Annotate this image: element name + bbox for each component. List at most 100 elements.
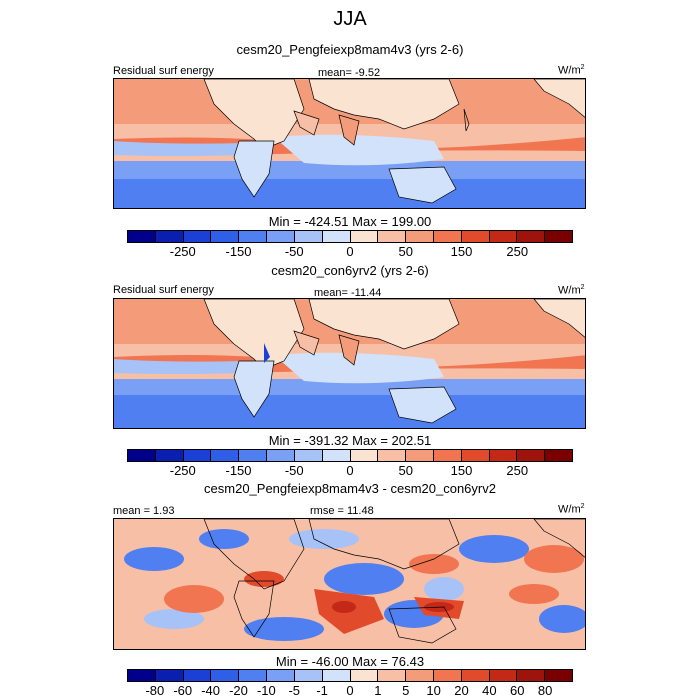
colorbar-swatch [183,231,212,242]
colorbar-swatch [517,231,546,242]
map-panel-3 [113,518,586,650]
panel-3-title: cesm20_Pengfeiexp8mam4v3 - cesm20_con6yr… [204,481,496,496]
colorbar-swatch [155,670,184,681]
panel-3-rmse-label: rmse = 11.48 [310,505,374,517]
panel-1-title: cesm20_Pengfeiexp8mam4v3 (yrs 2-6) [236,42,464,57]
colorbar-swatch [406,670,434,681]
panel-2-units: W/m2 [558,284,585,297]
colorbar-swatch [433,231,462,242]
map-panel-1 [113,78,586,209]
colorbar-tick-label: 250 [506,244,529,259]
colorbar-swatch [350,670,379,681]
colorbar-tick-label: 60 [510,683,525,698]
colorbar-swatch [461,231,490,242]
colorbar-tick-label: -150 [225,463,252,478]
colorbar-swatch [406,450,434,461]
colorbar-tick-label: 150 [450,463,473,478]
colorbar-tick-label: 40 [482,683,497,698]
panel-3-mean-label: mean = 1.93 [113,505,175,517]
panel-2-left-label: Residual surf energy [113,284,214,296]
colorbar-tick-label: -50 [284,244,304,259]
colorbar-tick-label: -5 [288,683,301,698]
colorbar-swatch [545,231,572,242]
colorbar-swatch [378,670,407,681]
colorbar-swatch [211,450,240,461]
colorbar-tick-label: 10 [426,683,441,698]
colorbar-swatch [545,670,572,681]
colorbar-swatch [128,670,156,681]
colorbar-swatch [350,231,379,242]
colorbar-panel-1 [127,230,573,243]
colorbar-swatch [128,450,156,461]
colorbar-tick-label: 50 [398,244,413,259]
panel-3-stats: Min = -46.00 Max = 76.43 [275,654,425,669]
panel-2-title: cesm20_con6yrv2 (yrs 2-6) [271,263,429,278]
colorbar-swatch [322,670,351,681]
colorbar-tick-label: -50 [284,463,304,478]
panel-1-left-label: Residual surf energy [113,65,214,77]
colorbar-swatch [155,450,184,461]
colorbar-swatch [350,450,379,461]
colorbar-swatch [517,450,546,461]
colorbar-swatch [294,450,323,461]
colorbar-swatch [545,450,572,461]
colorbar-swatch [155,231,184,242]
colorbar-panel-1-ticks: -250 -150 -50 0 50 150 250 [127,244,573,260]
panel-1-mean-label: mean= -9.52 [318,67,381,79]
panel-2-stats: Min = -391.32 Max = 202.51 [268,433,432,448]
colorbar-tick-label: 1 [374,683,382,698]
colorbar-panel-2-ticks: -250 -150 -50 0 50 150 250 [127,463,573,479]
colorbar-tick-label: -40 [201,683,221,698]
colorbar-tick-label: -250 [169,244,196,259]
colorbar-swatch [267,450,295,461]
colorbar-swatch [211,670,240,681]
colorbar-tick-label: 0 [346,463,354,478]
colorbar-swatch [433,670,462,681]
colorbar-swatch [489,450,518,461]
colorbar-panel-3-ticks: -80 -60 -40 -20 -10 -5 -1 0 1 5 10 20 40 60 80 [127,683,573,699]
panel-1-stats: Min = -424.51 Max = 199.00 [268,214,432,229]
colorbar-swatch [183,670,212,681]
colorbar-tick-label: -250 [169,463,196,478]
colorbar-swatch [322,231,351,242]
figure-title: JJA [333,8,367,30]
colorbar-swatch [183,450,212,461]
colorbar-swatch [406,231,434,242]
colorbar-tick-label: -10 [256,683,276,698]
colorbar-tick-label: -20 [229,683,248,698]
colorbar-swatch [128,231,156,242]
colorbar-tick-label: 250 [506,463,529,478]
colorbar-swatch [322,450,351,461]
map-panel-2-field [114,299,585,428]
colorbar-swatch [517,670,546,681]
colorbar-swatch [489,231,518,242]
colorbar-tick-label: 50 [398,463,413,478]
colorbar-tick-label: 0 [346,244,354,259]
panel-3-units: W/m2 [558,503,585,516]
colorbar-tick-label: 20 [454,683,469,698]
colorbar-panel-3 [127,669,573,682]
map-panel-3-field [114,519,585,649]
colorbar-tick-label: -80 [145,683,165,698]
colorbar-swatch [239,450,268,461]
colorbar-tick-label: -150 [225,244,252,259]
map-panel-1-field [114,79,585,208]
colorbar-swatch [239,231,268,242]
colorbar-swatch [294,231,323,242]
colorbar-swatch [239,670,268,681]
panel-1-units: W/m2 [558,64,585,77]
colorbar-swatch [378,231,407,242]
colorbar-swatch [267,231,295,242]
colorbar-swatch [433,450,462,461]
colorbar-swatch [461,450,490,461]
colorbar-swatch [267,670,295,681]
colorbar-tick-label: 150 [450,244,473,259]
colorbar-swatch [378,450,407,461]
colorbar-tick-label: 5 [402,683,410,698]
colorbar-swatch [294,670,323,681]
panel-2-mean-label: mean= -11.44 [314,287,382,299]
colorbar-swatch [489,670,518,681]
colorbar-swatch [461,670,490,681]
map-panel-2 [113,298,586,429]
colorbar-swatch [211,231,240,242]
